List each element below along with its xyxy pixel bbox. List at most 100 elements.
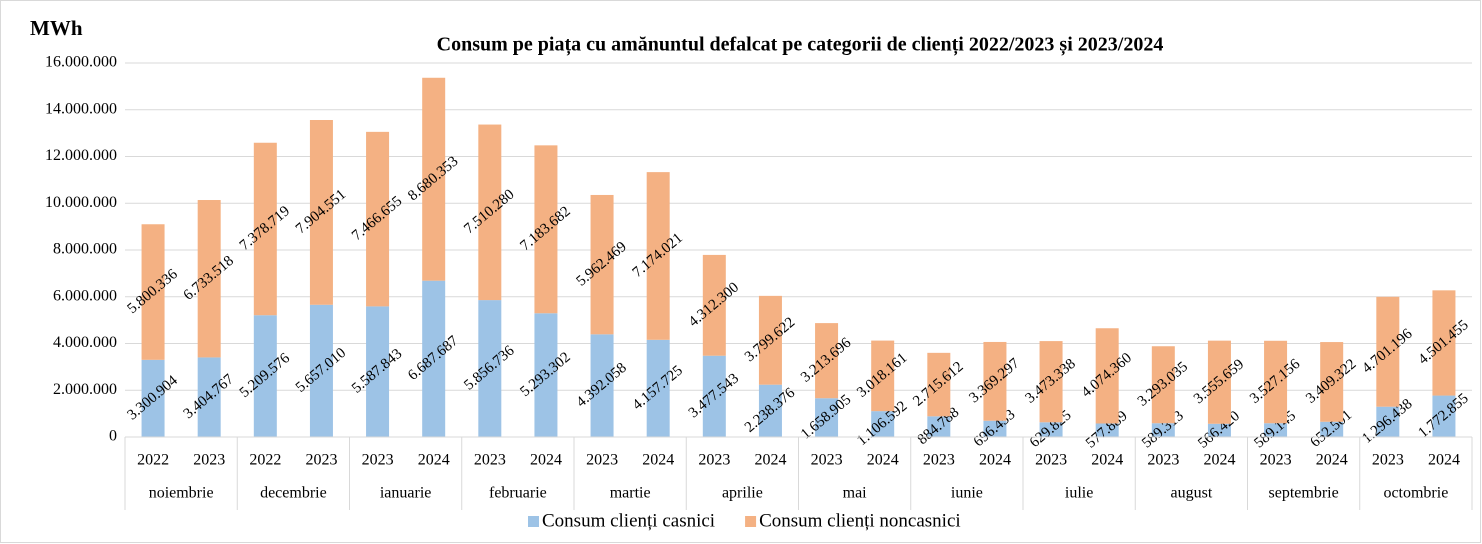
x-tick-label: 2023 [474,452,506,469]
bar-segment [590,334,614,437]
bar-segment [646,339,670,437]
legend-swatch [528,516,539,527]
bar-segment [983,420,1007,437]
x-tick-label: 2024 [867,452,899,469]
y-tick-label: 14.000.000 [45,100,117,117]
x-tick-label: 2024 [754,452,786,469]
y-tick-label: 2.000.000 [53,381,117,398]
group-label: octombrie [1383,485,1448,502]
bar-segment [309,119,333,305]
bar-segment [1376,296,1400,407]
bar-segment [590,194,614,335]
x-tick-label: 2023 [305,452,337,469]
x-tick-label: 2024 [418,452,450,469]
chart-title: Consum pe piața cu amănuntul defalcat pe… [437,34,1164,57]
bar-segment [366,306,390,437]
x-tick-label: 2024 [1203,452,1235,469]
x-tick-label: 2023 [1147,452,1179,469]
bar-segment [534,145,558,314]
bar-segment [702,355,726,437]
x-tick-label: 2024 [642,452,674,469]
bar-segment [253,142,277,316]
bar-segment [478,124,502,301]
bar-segment [253,315,277,437]
y-axis-label: MWh [30,16,83,40]
bar-segment [1095,423,1119,437]
bar-segment [1432,395,1456,437]
bar-segment [1432,290,1456,396]
bar-segment [646,172,670,340]
y-tick-label: 16.000.000 [45,54,117,71]
bar-segment [702,254,726,356]
bar-segment [815,398,839,437]
bar-segment [366,131,390,307]
group-label: aprilie [722,485,763,502]
group-label: decembrie [260,485,327,502]
group-label: septembrie [1269,485,1339,502]
x-tick-label: 2024 [1091,452,1123,469]
group-label: august [1170,485,1212,502]
y-tick-label: 6.000.000 [53,287,117,304]
x-tick-label: 2023 [1372,452,1404,469]
bar-segment [1207,340,1231,424]
bar-segment [758,384,782,437]
bar-segment [1264,340,1288,424]
bar-segment [1320,421,1344,437]
group-label: martie [610,485,651,502]
x-tick-label: 2023 [811,452,843,469]
x-tick-label: 2022 [249,452,281,469]
bar-segment [815,323,839,399]
bar-segment [758,295,782,385]
legend-label: Consum clienți noncasnici [759,510,961,531]
bar-segment [1320,342,1344,422]
x-tick-label: 2023 [923,452,955,469]
bar-segment [1151,346,1175,424]
group-label: iulie [1065,485,1093,502]
bar-segment [1039,422,1063,437]
x-tick-label: 2024 [1428,452,1460,469]
group-label: ianuarie [380,485,432,502]
x-tick-label: 2023 [1035,452,1067,469]
group-label: februarie [489,485,547,502]
bar-segment [422,77,446,281]
x-tick-label: 2024 [979,452,1011,469]
bar-segment [478,300,502,437]
bar-segment [1207,423,1231,437]
bar-segment [871,340,895,412]
x-tick-label: 2024 [1316,452,1348,469]
bar-segment [141,224,165,360]
y-tick-label: 10.000.000 [45,194,117,211]
bar-segment [927,352,951,417]
bar-segment [1039,341,1063,423]
y-tick-label: 8.000.000 [53,241,117,258]
bar-segment [927,416,951,437]
bar-segment [871,411,895,437]
bar-segment [197,357,221,437]
legend-swatch [745,516,757,527]
x-tick-label: 2023 [1260,452,1292,469]
bar-segment [983,341,1007,421]
x-tick-label: 2024 [530,452,562,469]
group-label: noiembrie [149,485,214,502]
x-tick-label: 2023 [362,452,394,469]
bar-segment [534,313,558,437]
y-tick-label: 0 [109,428,117,445]
bar-segment [1264,423,1288,437]
bar-segment [1376,406,1400,437]
y-tick-label: 4.000.000 [53,334,117,351]
bar-segment [422,280,446,437]
x-tick-label: 2023 [193,452,225,469]
legend-label: Consum clienți casnici [542,510,715,531]
bar-segment [141,359,165,437]
bar-segment [197,200,221,358]
group-label: mai [843,485,868,502]
y-tick-label: 12.000.000 [45,147,117,164]
x-tick-label: 2023 [698,452,730,469]
bar-segment [1095,328,1119,424]
bar-segment [309,304,333,437]
x-tick-label: 2023 [586,452,618,469]
x-tick-label: 2022 [137,452,169,469]
bar-segment [1151,423,1175,437]
